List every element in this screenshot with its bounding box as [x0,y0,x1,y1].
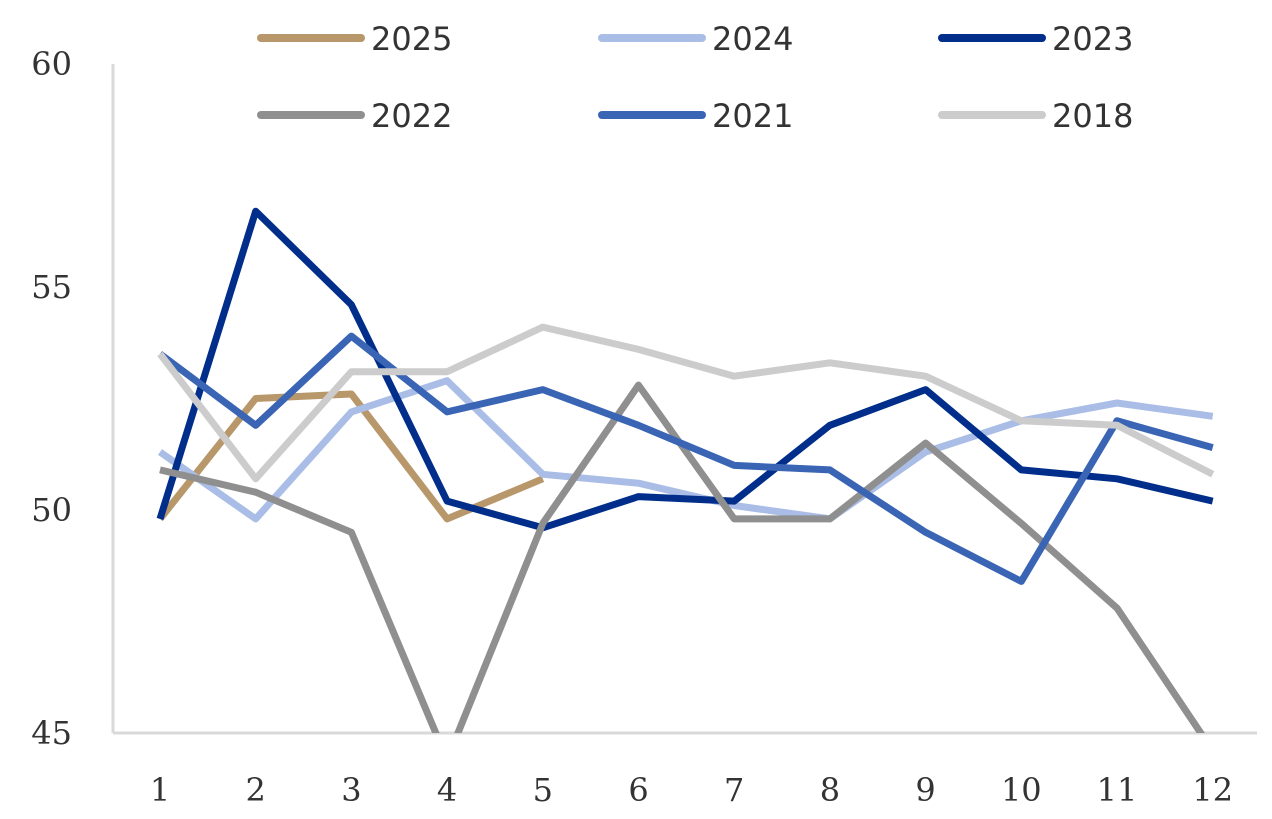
x-tick-label: 1 [150,771,170,809]
legend-item-2024: 2024 [598,20,793,58]
y-tick-label: 45 [31,714,72,752]
series-line-2024 [157,377,1214,523]
legend-item-2021: 2021 [598,97,793,135]
series-line-2018 [157,323,1215,483]
series-line-2021 [157,332,1214,585]
y-tick-label: 60 [31,45,72,83]
x-tick-label: 12 [1192,771,1233,809]
legend-item-2022: 2022 [257,97,452,135]
series-line-2023 [156,207,1214,532]
legend-label: 2021 [712,97,793,135]
x-tick-label: 8 [820,771,840,809]
series-lines [156,207,1215,733]
legend-item-2025: 2025 [257,20,452,58]
x-tick-label: 2 [246,771,266,809]
x-tick-label: 6 [628,771,648,809]
x-tick-label: 10 [1001,771,1042,809]
legend-label: 2018 [1052,97,1133,135]
legend-item-2023: 2023 [938,20,1133,58]
legend-item-2018: 2018 [938,97,1133,135]
y-tick-label: 55 [31,268,72,306]
x-axis: 1 2 3 4 5 6 7 8 9 10 11 12 [113,731,1257,809]
x-tick-label: 3 [341,771,361,809]
x-tick-label: 5 [533,771,553,809]
legend-label: 2025 [371,20,452,58]
y-axis: 45 50 55 60 [31,45,115,752]
x-tick-label: 11 [1097,771,1138,809]
y-tick-label: 50 [31,491,72,529]
legend-label: 2024 [712,20,793,58]
x-tick-label: 9 [915,771,935,809]
x-tick-label: 7 [724,771,744,809]
legend: 2025 2024 2023 2022 2021 2018 [257,20,1133,135]
series-line-2022 [159,381,1205,733]
x-tick-label: 4 [437,771,457,809]
legend-label: 2023 [1052,20,1133,58]
legend-label: 2022 [371,97,452,135]
